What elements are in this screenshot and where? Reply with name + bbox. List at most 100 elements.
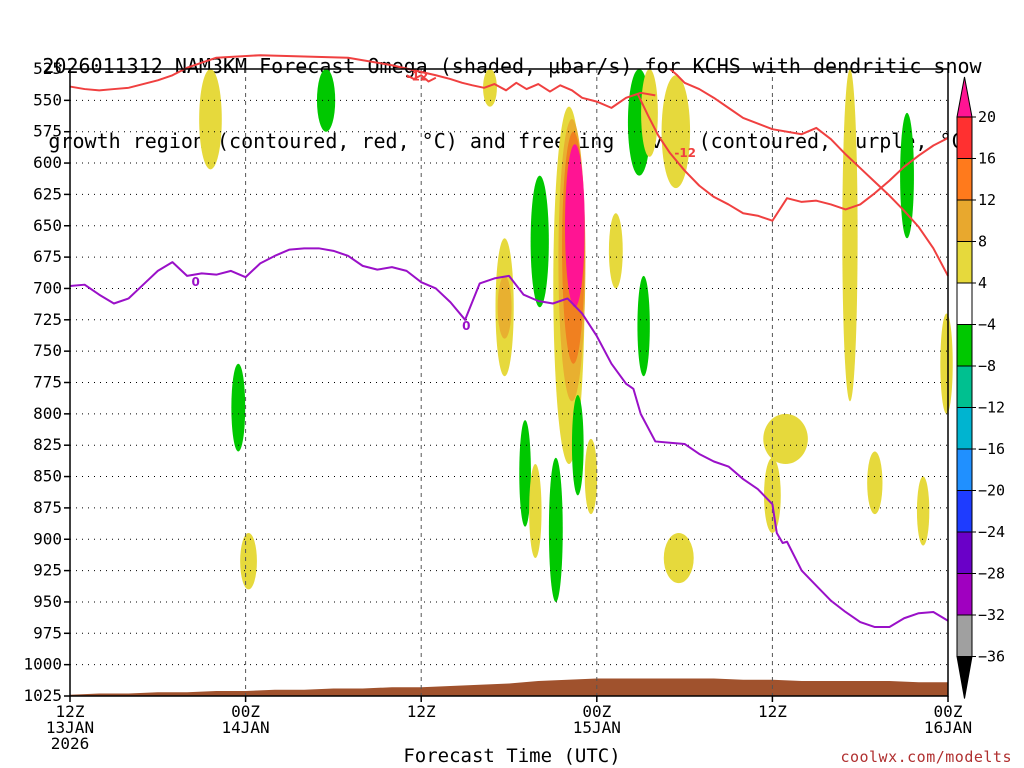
colorbar-cell xyxy=(956,241,973,284)
colorbar-cell xyxy=(956,448,973,491)
x-tick-label: 2026 xyxy=(51,734,90,753)
colorbar-label: 12 xyxy=(978,191,996,209)
x-tick-label: 16JAN xyxy=(924,718,972,737)
omega-region xyxy=(763,413,808,465)
colorbar-cell xyxy=(956,407,973,450)
chart-title-line2: growth region (contoured, red, °C) and f… xyxy=(48,129,976,153)
omega-region xyxy=(530,175,549,308)
colorbar-label: −32 xyxy=(978,606,1005,624)
colorbar: 20 16 12 8 4 −4 −8 −12 −16 −20 −24 −28 −32 −36 xyxy=(956,76,1005,699)
contour-label: -12 xyxy=(674,146,696,160)
colorbar-cap-top xyxy=(956,76,973,118)
omega-region xyxy=(641,69,658,157)
omega-region xyxy=(571,395,584,496)
omega-region xyxy=(584,438,598,515)
x-tick-label: 00Z xyxy=(934,702,963,721)
colorbar-label: −28 xyxy=(978,565,1005,583)
omega-shading xyxy=(199,69,953,602)
omega-region xyxy=(231,363,246,452)
x-tick-label: 15JAN xyxy=(573,718,621,737)
omega-region xyxy=(199,69,222,170)
y-tick-label: 925 xyxy=(33,561,62,580)
y-tick-label: 675 xyxy=(33,247,62,266)
contour-label: 0 xyxy=(462,319,470,333)
colorbar-cell xyxy=(956,158,973,201)
x-tick-label: 12Z xyxy=(758,702,787,721)
credit-link[interactable]: coolwx.com/modelts xyxy=(840,748,1012,766)
omega-region xyxy=(637,275,650,377)
colorbar-cell xyxy=(956,531,973,574)
y-tick-label: 550 xyxy=(33,90,62,109)
colorbar-cell xyxy=(956,490,973,533)
x-tick-label: 13JAN xyxy=(46,718,94,737)
dgz-contour xyxy=(669,68,949,277)
y-tick-label: 800 xyxy=(33,404,62,423)
freezing-level-contour xyxy=(69,247,949,629)
omega-region xyxy=(483,69,497,107)
y-tick-label: 900 xyxy=(33,529,62,548)
y-tick-label: 525 xyxy=(33,59,62,78)
y-tick-label: 850 xyxy=(33,467,62,486)
colorbar-cap-bottom xyxy=(956,656,973,699)
colorbar-label: 8 xyxy=(978,233,987,251)
y-tick-label: 1025 xyxy=(23,686,62,705)
colorbar-cell xyxy=(956,614,973,657)
dgz-contour xyxy=(636,93,949,222)
omega-region xyxy=(548,457,563,602)
x-tick-label: 00Z xyxy=(582,702,611,721)
omega-region xyxy=(663,532,694,584)
colorbar-cell xyxy=(956,365,973,408)
grid-lines xyxy=(69,68,949,697)
colorbar-cell xyxy=(956,199,973,242)
colorbar-label: 20 xyxy=(978,108,996,126)
colorbar-label: −36 xyxy=(978,648,1005,666)
y-axis: 525 550 575 600 625 650 675 700 725 750 775 800 825 8… xyxy=(23,59,70,705)
colorbar-label: −24 xyxy=(978,523,1005,541)
y-tick-label: 950 xyxy=(33,592,62,611)
colorbar-label: 16 xyxy=(978,150,996,168)
y-tick-label: 750 xyxy=(33,341,62,360)
x-tick-label: 00Z xyxy=(231,702,260,721)
omega-region xyxy=(608,213,623,289)
omega-region xyxy=(316,69,336,132)
colorbar-label: −8 xyxy=(978,357,996,375)
contour-label: 0 xyxy=(191,275,199,289)
y-tick-label: 775 xyxy=(33,373,62,392)
dgz-contour xyxy=(406,74,437,83)
omega-region xyxy=(940,313,953,414)
dgz-contour xyxy=(69,54,656,109)
ground-fill xyxy=(70,678,948,696)
y-tick-label: 875 xyxy=(33,498,62,517)
colorbar-label: 4 xyxy=(978,274,987,292)
omega-region xyxy=(497,275,512,339)
colorbar-cell xyxy=(956,116,973,159)
y-tick-label: 650 xyxy=(33,216,62,235)
y-tick-label: 725 xyxy=(33,310,62,329)
y-tick-label: 625 xyxy=(33,184,62,203)
x-tick-label: 14JAN xyxy=(222,718,270,737)
contours: -12 -12 0 0 xyxy=(69,54,949,629)
colorbar-label: −20 xyxy=(978,482,1005,500)
omega-region xyxy=(842,69,858,402)
colorbar-label: −4 xyxy=(978,316,996,334)
y-tick-label: 1000 xyxy=(23,655,62,674)
colorbar-cell xyxy=(956,573,973,616)
omega-region xyxy=(900,112,914,239)
y-tick-label: 700 xyxy=(33,278,62,297)
x-tick-label: 12Z xyxy=(407,702,436,721)
y-tick-label: 825 xyxy=(33,435,62,454)
omega-region xyxy=(529,464,542,559)
y-tick-label: 975 xyxy=(33,623,62,642)
colorbar-cell xyxy=(956,324,973,367)
x-axis-label: Forecast Time (UTC) xyxy=(403,745,621,767)
y-tick-label: 575 xyxy=(33,122,62,141)
omega-region xyxy=(661,75,691,189)
contour-label: -12 xyxy=(407,69,429,83)
y-tick-label: 600 xyxy=(33,153,62,172)
omega-region xyxy=(519,420,531,527)
ground-layer xyxy=(70,678,948,696)
omega-region xyxy=(867,451,883,515)
omega-region xyxy=(240,532,257,590)
